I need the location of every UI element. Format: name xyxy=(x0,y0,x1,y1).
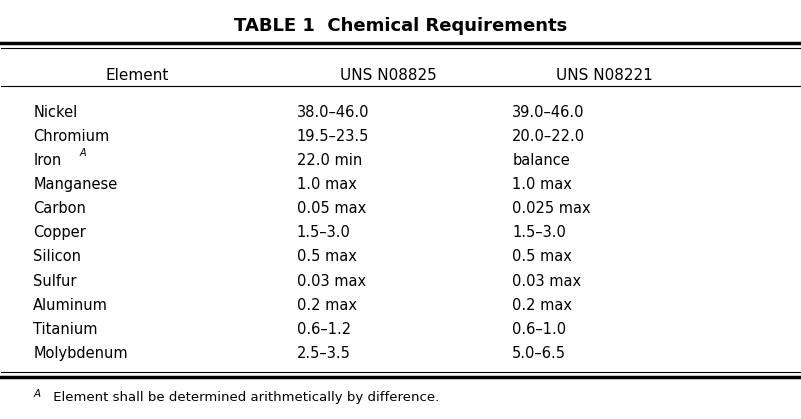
Text: A: A xyxy=(34,389,40,399)
Text: UNS N08825: UNS N08825 xyxy=(340,68,437,83)
Text: 1.5–3.0: 1.5–3.0 xyxy=(513,225,566,241)
Text: 1.0 max: 1.0 max xyxy=(513,177,572,192)
Text: Titanium: Titanium xyxy=(34,322,98,337)
Text: 1.0 max: 1.0 max xyxy=(296,177,356,192)
Text: Nickel: Nickel xyxy=(34,105,78,119)
Text: 0.2 max: 0.2 max xyxy=(296,298,356,313)
Text: 19.5–23.5: 19.5–23.5 xyxy=(296,129,369,144)
Text: 0.03 max: 0.03 max xyxy=(296,274,366,289)
Text: Element shall be determined arithmetically by difference.: Element shall be determined arithmetical… xyxy=(50,391,440,404)
Text: A: A xyxy=(79,148,87,158)
Text: TABLE 1  Chemical Requirements: TABLE 1 Chemical Requirements xyxy=(234,17,567,35)
Text: 0.05 max: 0.05 max xyxy=(296,201,366,216)
Text: 0.025 max: 0.025 max xyxy=(513,201,591,216)
Text: Chromium: Chromium xyxy=(34,129,110,144)
Text: UNS N08221: UNS N08221 xyxy=(556,68,653,83)
Text: 0.5 max: 0.5 max xyxy=(513,249,572,264)
Text: 22.0 min: 22.0 min xyxy=(296,153,362,168)
Text: Silicon: Silicon xyxy=(34,249,82,264)
Text: Aluminum: Aluminum xyxy=(34,298,108,313)
Text: 0.2 max: 0.2 max xyxy=(513,298,572,313)
Text: 0.03 max: 0.03 max xyxy=(513,274,582,289)
Text: Carbon: Carbon xyxy=(34,201,87,216)
Text: balance: balance xyxy=(513,153,570,168)
Text: 1.5–3.0: 1.5–3.0 xyxy=(296,225,351,241)
Text: 0.6–1.2: 0.6–1.2 xyxy=(296,322,351,337)
Text: 39.0–46.0: 39.0–46.0 xyxy=(513,105,585,119)
Text: Element: Element xyxy=(106,68,169,83)
Text: Iron: Iron xyxy=(34,153,62,168)
Text: 0.5 max: 0.5 max xyxy=(296,249,356,264)
Text: 5.0–6.5: 5.0–6.5 xyxy=(513,346,566,361)
Text: 20.0–22.0: 20.0–22.0 xyxy=(513,129,586,144)
Text: 0.6–1.0: 0.6–1.0 xyxy=(513,322,566,337)
Text: Molybdenum: Molybdenum xyxy=(34,346,128,361)
Text: Manganese: Manganese xyxy=(34,177,118,192)
Text: Copper: Copper xyxy=(34,225,86,241)
Text: Sulfur: Sulfur xyxy=(34,274,77,289)
Text: 2.5–3.5: 2.5–3.5 xyxy=(296,346,351,361)
Text: 38.0–46.0: 38.0–46.0 xyxy=(296,105,369,119)
